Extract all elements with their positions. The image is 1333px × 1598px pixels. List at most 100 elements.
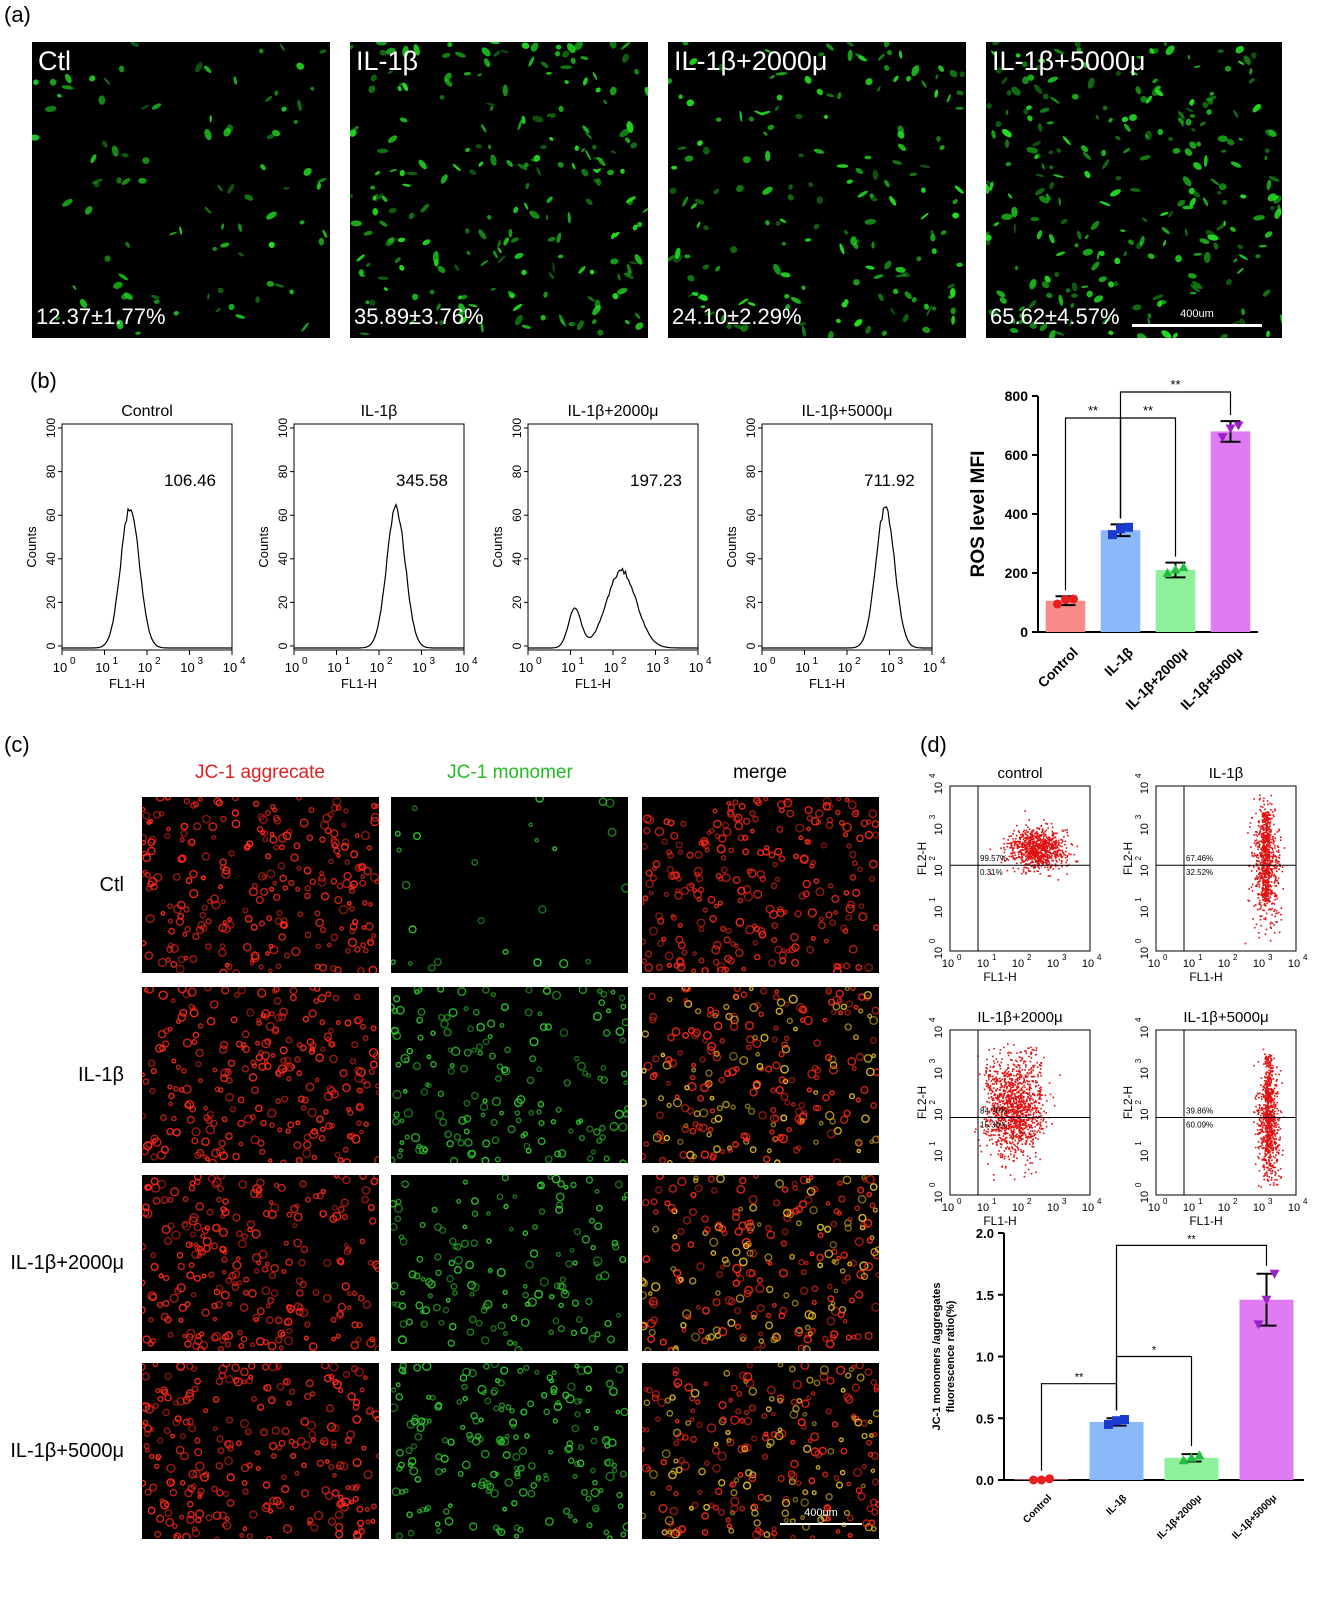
cell [150, 1252, 157, 1259]
cell [1055, 251, 1066, 256]
cell [118, 65, 125, 73]
cell [345, 1485, 351, 1491]
cell [328, 858, 335, 865]
cell [316, 1192, 324, 1200]
event [1262, 909, 1264, 912]
event [1264, 868, 1266, 871]
cell [634, 68, 639, 75]
cell [721, 873, 731, 883]
cell [496, 1193, 504, 1201]
event [1050, 855, 1053, 858]
cell [717, 1478, 726, 1487]
cell [565, 1444, 573, 1453]
event [1037, 839, 1040, 842]
cell [177, 1012, 187, 1022]
cell [295, 1289, 304, 1297]
cell [271, 129, 281, 137]
cell [420, 1088, 429, 1096]
cell [840, 1003, 848, 1010]
cell [253, 1316, 260, 1323]
cell [224, 962, 230, 968]
cell [718, 1076, 726, 1084]
cell [216, 1489, 224, 1497]
cell [303, 1335, 310, 1341]
y-tick-label: 100 [510, 418, 524, 438]
cell [683, 997, 689, 1004]
cell [1001, 213, 1013, 221]
cell [211, 1148, 221, 1158]
cell [689, 882, 695, 889]
event [1037, 852, 1040, 855]
cell [776, 825, 784, 833]
cell [116, 177, 122, 184]
cell [836, 797, 842, 802]
cell [407, 1529, 415, 1537]
cell [517, 1526, 524, 1533]
cell [652, 1209, 659, 1215]
cell [142, 1112, 146, 1120]
cell [321, 1363, 330, 1370]
event [1035, 843, 1038, 846]
cell [738, 1371, 748, 1380]
event [1029, 863, 1031, 865]
cell [242, 1289, 249, 1296]
cell [671, 1243, 681, 1252]
cell [502, 1451, 511, 1460]
cell [916, 256, 922, 262]
cell [534, 838, 540, 843]
cell [297, 1095, 305, 1103]
cell [191, 1006, 197, 1012]
event [1020, 862, 1022, 864]
x-tick-label: 10 [223, 660, 237, 675]
cell [359, 1387, 365, 1393]
cell [411, 805, 418, 812]
cell [753, 889, 763, 899]
cell [621, 42, 631, 50]
cell [194, 1377, 201, 1385]
cell [660, 1052, 666, 1058]
cell [223, 1440, 232, 1448]
y-tick-label: 10 [933, 906, 945, 918]
cell [748, 987, 754, 992]
event [1037, 859, 1040, 861]
event [1006, 869, 1009, 872]
cell [509, 1226, 514, 1232]
cell [164, 1509, 173, 1518]
cell [155, 797, 165, 802]
cell [278, 833, 288, 843]
cell [231, 819, 241, 829]
event [1006, 858, 1009, 860]
event [1265, 868, 1268, 870]
cell [939, 145, 945, 151]
event [1269, 818, 1272, 821]
event [1264, 829, 1266, 831]
cell [603, 1155, 610, 1162]
cell [1145, 130, 1152, 141]
cell [652, 1071, 658, 1078]
cell [1177, 199, 1186, 207]
cell [334, 1151, 341, 1158]
cell [160, 1114, 167, 1121]
cell [1270, 205, 1275, 211]
cell [171, 1058, 177, 1064]
cell [794, 910, 802, 918]
event [1044, 858, 1047, 861]
cell [518, 1446, 528, 1456]
cell [529, 1249, 539, 1258]
cell [222, 1490, 230, 1498]
cell [427, 1280, 436, 1289]
cell [1018, 306, 1025, 312]
cell [744, 1137, 750, 1143]
cell [576, 1459, 585, 1468]
histogram-curve [762, 506, 932, 649]
cell [243, 1276, 250, 1283]
cell [696, 918, 706, 928]
cell [368, 965, 378, 973]
event [1019, 849, 1022, 852]
cell [160, 1312, 169, 1321]
cell [844, 230, 849, 235]
cell [90, 154, 97, 164]
cell [748, 1387, 758, 1396]
cell [517, 1464, 525, 1472]
event [1051, 830, 1054, 833]
